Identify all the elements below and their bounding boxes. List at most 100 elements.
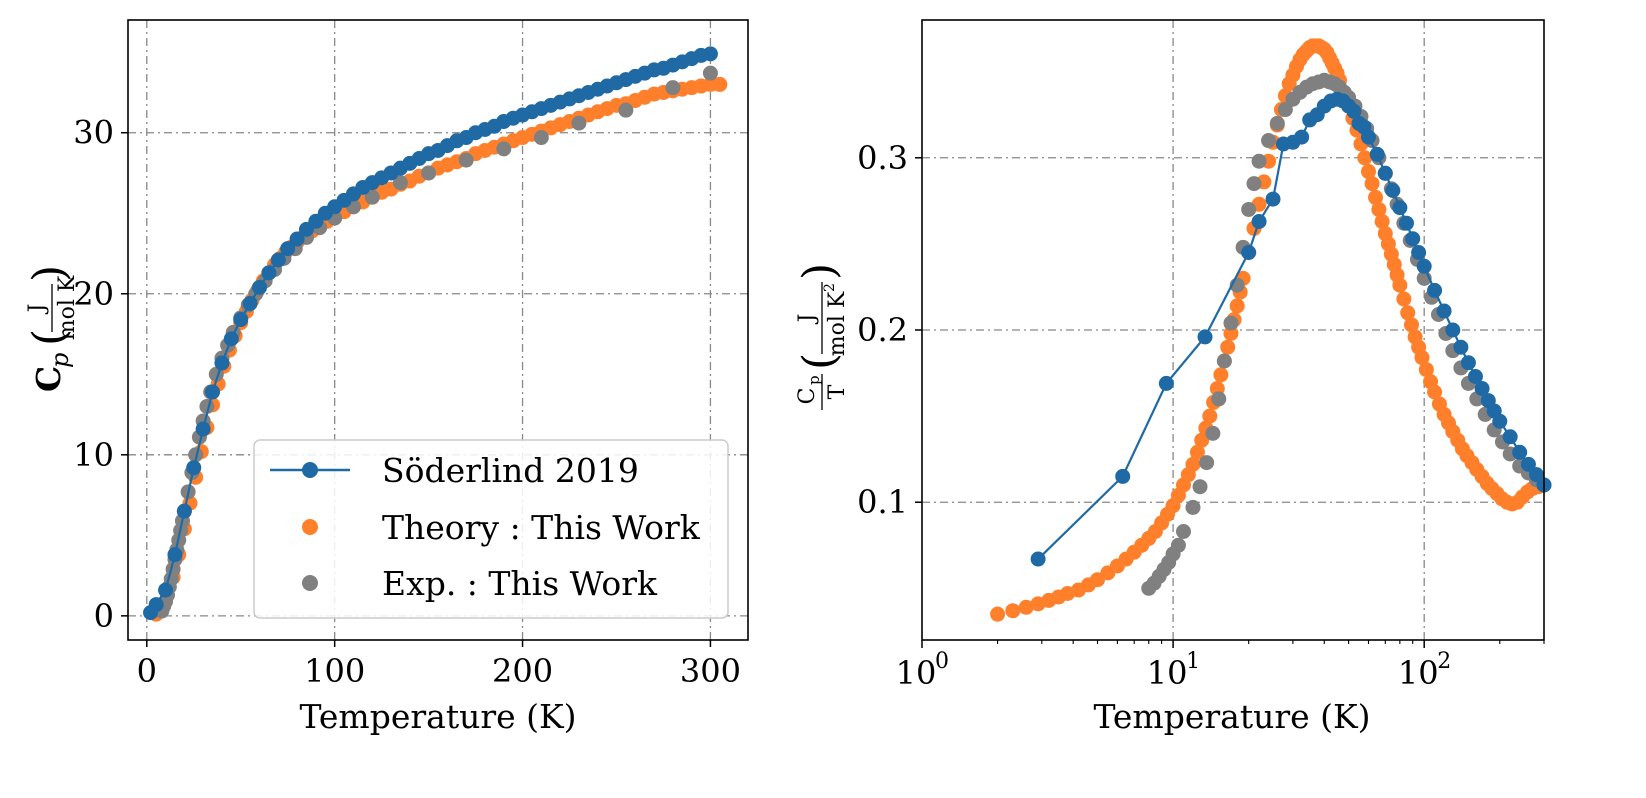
right-ylabel-unit-den: mol K: [825, 291, 850, 356]
right-theory-point: [1229, 298, 1245, 314]
left-soderlind-point: [148, 597, 164, 613]
right-soderlind-point: [1416, 258, 1432, 274]
right-exp-point: [1199, 455, 1215, 471]
right-soderlind-point: [1512, 444, 1528, 460]
left-ylabel-unit-den: mol K: [55, 275, 80, 340]
left-exp-point: [458, 152, 474, 168]
right-exp-point: [1269, 115, 1285, 131]
left-y-axis-label: C p ( J mol K ): [24, 265, 80, 392]
right-x-tick-exponent: 2: [1437, 649, 1451, 674]
right-exp-point: [1205, 425, 1221, 441]
right-theory-point: [1360, 164, 1376, 180]
right-exp-point: [1246, 176, 1262, 192]
right-theory-point: [1403, 317, 1419, 333]
right-theory-point: [1374, 214, 1390, 229]
right-soderlind-point: [1377, 165, 1393, 181]
right-theory-point: [1202, 408, 1218, 424]
left-x-tick-label: 200: [492, 652, 553, 690]
left-x-tick-label: 100: [304, 652, 365, 690]
left-y-tick-label: 0: [94, 597, 114, 635]
left-y-tick-label: 30: [73, 114, 114, 152]
left-exp-point: [533, 130, 549, 146]
left-soderlind-point: [158, 582, 174, 598]
left-plot-frame: [127, 19, 749, 641]
right-theory-point: [1220, 339, 1236, 355]
legend-exp-label: Exp. : This Work: [382, 564, 658, 603]
right-x-tick-label: 10: [1398, 654, 1439, 692]
right-theory-point: [1418, 362, 1434, 378]
right-soderlind-point: [1502, 429, 1518, 445]
right-soderlind-point: [1346, 103, 1362, 119]
left-soderlind-point: [214, 355, 230, 371]
right-theory-point: [1368, 189, 1384, 205]
right-soderlind-point: [1197, 329, 1213, 345]
right-soderlind-point: [1436, 303, 1452, 319]
right-soderlind-point: [1460, 355, 1476, 371]
right-ylabel-unit-num: J: [795, 314, 820, 325]
legend-box: [253, 439, 729, 619]
right-exp-point: [1251, 153, 1267, 169]
right-soderlind-point: [1453, 339, 1469, 355]
right-theory-point: [1396, 291, 1412, 307]
right-x-tick-exponent: 0: [935, 649, 949, 674]
left-soderlind-point: [167, 547, 183, 563]
right-ylabel-t: T: [825, 384, 850, 399]
right-theory-point: [1371, 201, 1387, 217]
left-ylabel-paren-close: ): [24, 265, 75, 282]
legend-soderlind-marker: [302, 462, 318, 478]
left-exp-point: [364, 189, 380, 205]
left-y-tick-label: 20: [73, 275, 114, 313]
right-theory-point: [1194, 432, 1210, 448]
left-soderlind-point: [223, 331, 239, 347]
right-theory-point: [1357, 150, 1373, 166]
left-soderlind-point: [242, 295, 258, 311]
left-exp-point: [618, 102, 634, 118]
legend: Söderlind 2019 Theory : This Work Exp. :…: [253, 439, 729, 619]
left-soderlind-point: [270, 252, 286, 268]
left-ticks: 0 100 200 300 0 10 20 30: [73, 114, 741, 690]
left-y-tick-label: 10: [73, 436, 114, 474]
legend-theory-label: Theory : This Work: [382, 508, 701, 547]
right-soderlind-point: [1392, 200, 1408, 216]
right-y-tick-label: 0.2: [857, 311, 908, 349]
right-ylabel-paren-close: ): [794, 263, 845, 280]
right-theory-point: [1189, 444, 1205, 460]
right-exp-point: [1261, 133, 1277, 149]
right-x-axis-label: Temperature (K): [1093, 697, 1370, 736]
left-soderlind-point: [233, 312, 249, 328]
right-ylabel-paren-open: (: [794, 353, 845, 370]
left-theory-point: [712, 76, 728, 92]
legend-soderlind-label: Söderlind 2019: [382, 451, 639, 490]
left-x-tick-label: 0: [137, 652, 157, 690]
right-soderlind-point: [1445, 322, 1461, 338]
left-soderlind-point: [186, 460, 202, 476]
right-y-axis-label: C p T ( J mol K 2 ): [794, 263, 850, 410]
left-exp-point: [188, 447, 204, 463]
right-soderlind-point: [1411, 245, 1427, 260]
legend-exp-marker: [302, 575, 318, 591]
left-soderlind-point: [176, 503, 192, 519]
right-soderlind-point: [1158, 375, 1174, 391]
right-series-soderlind: [1030, 91, 1552, 567]
right-ylabel-unit-den-sup: 2: [822, 283, 838, 292]
left-exp-point: [571, 115, 587, 131]
right-soderlind-point: [1520, 456, 1536, 472]
right-soderlind-point: [1398, 215, 1414, 231]
right-theory-point: [1005, 603, 1021, 619]
left-ylabel-unit-num: J: [25, 304, 50, 315]
right-soderlind-point: [1474, 381, 1490, 397]
right-soderlind-point: [1369, 146, 1385, 162]
right-exp-point: [1192, 479, 1208, 495]
right-soderlind-point: [1528, 467, 1544, 483]
left-soderlind-point: [261, 265, 277, 281]
right-soderlind-point: [1115, 468, 1131, 484]
right-theory-point: [1414, 350, 1430, 366]
right-x-tick-label: 10: [896, 654, 937, 692]
left-exp-point: [702, 65, 718, 81]
right-exp-point: [1211, 391, 1227, 407]
right-theory-point: [990, 606, 1006, 622]
right-soderlind-point: [1030, 551, 1046, 567]
right-exp-point: [1175, 524, 1191, 539]
